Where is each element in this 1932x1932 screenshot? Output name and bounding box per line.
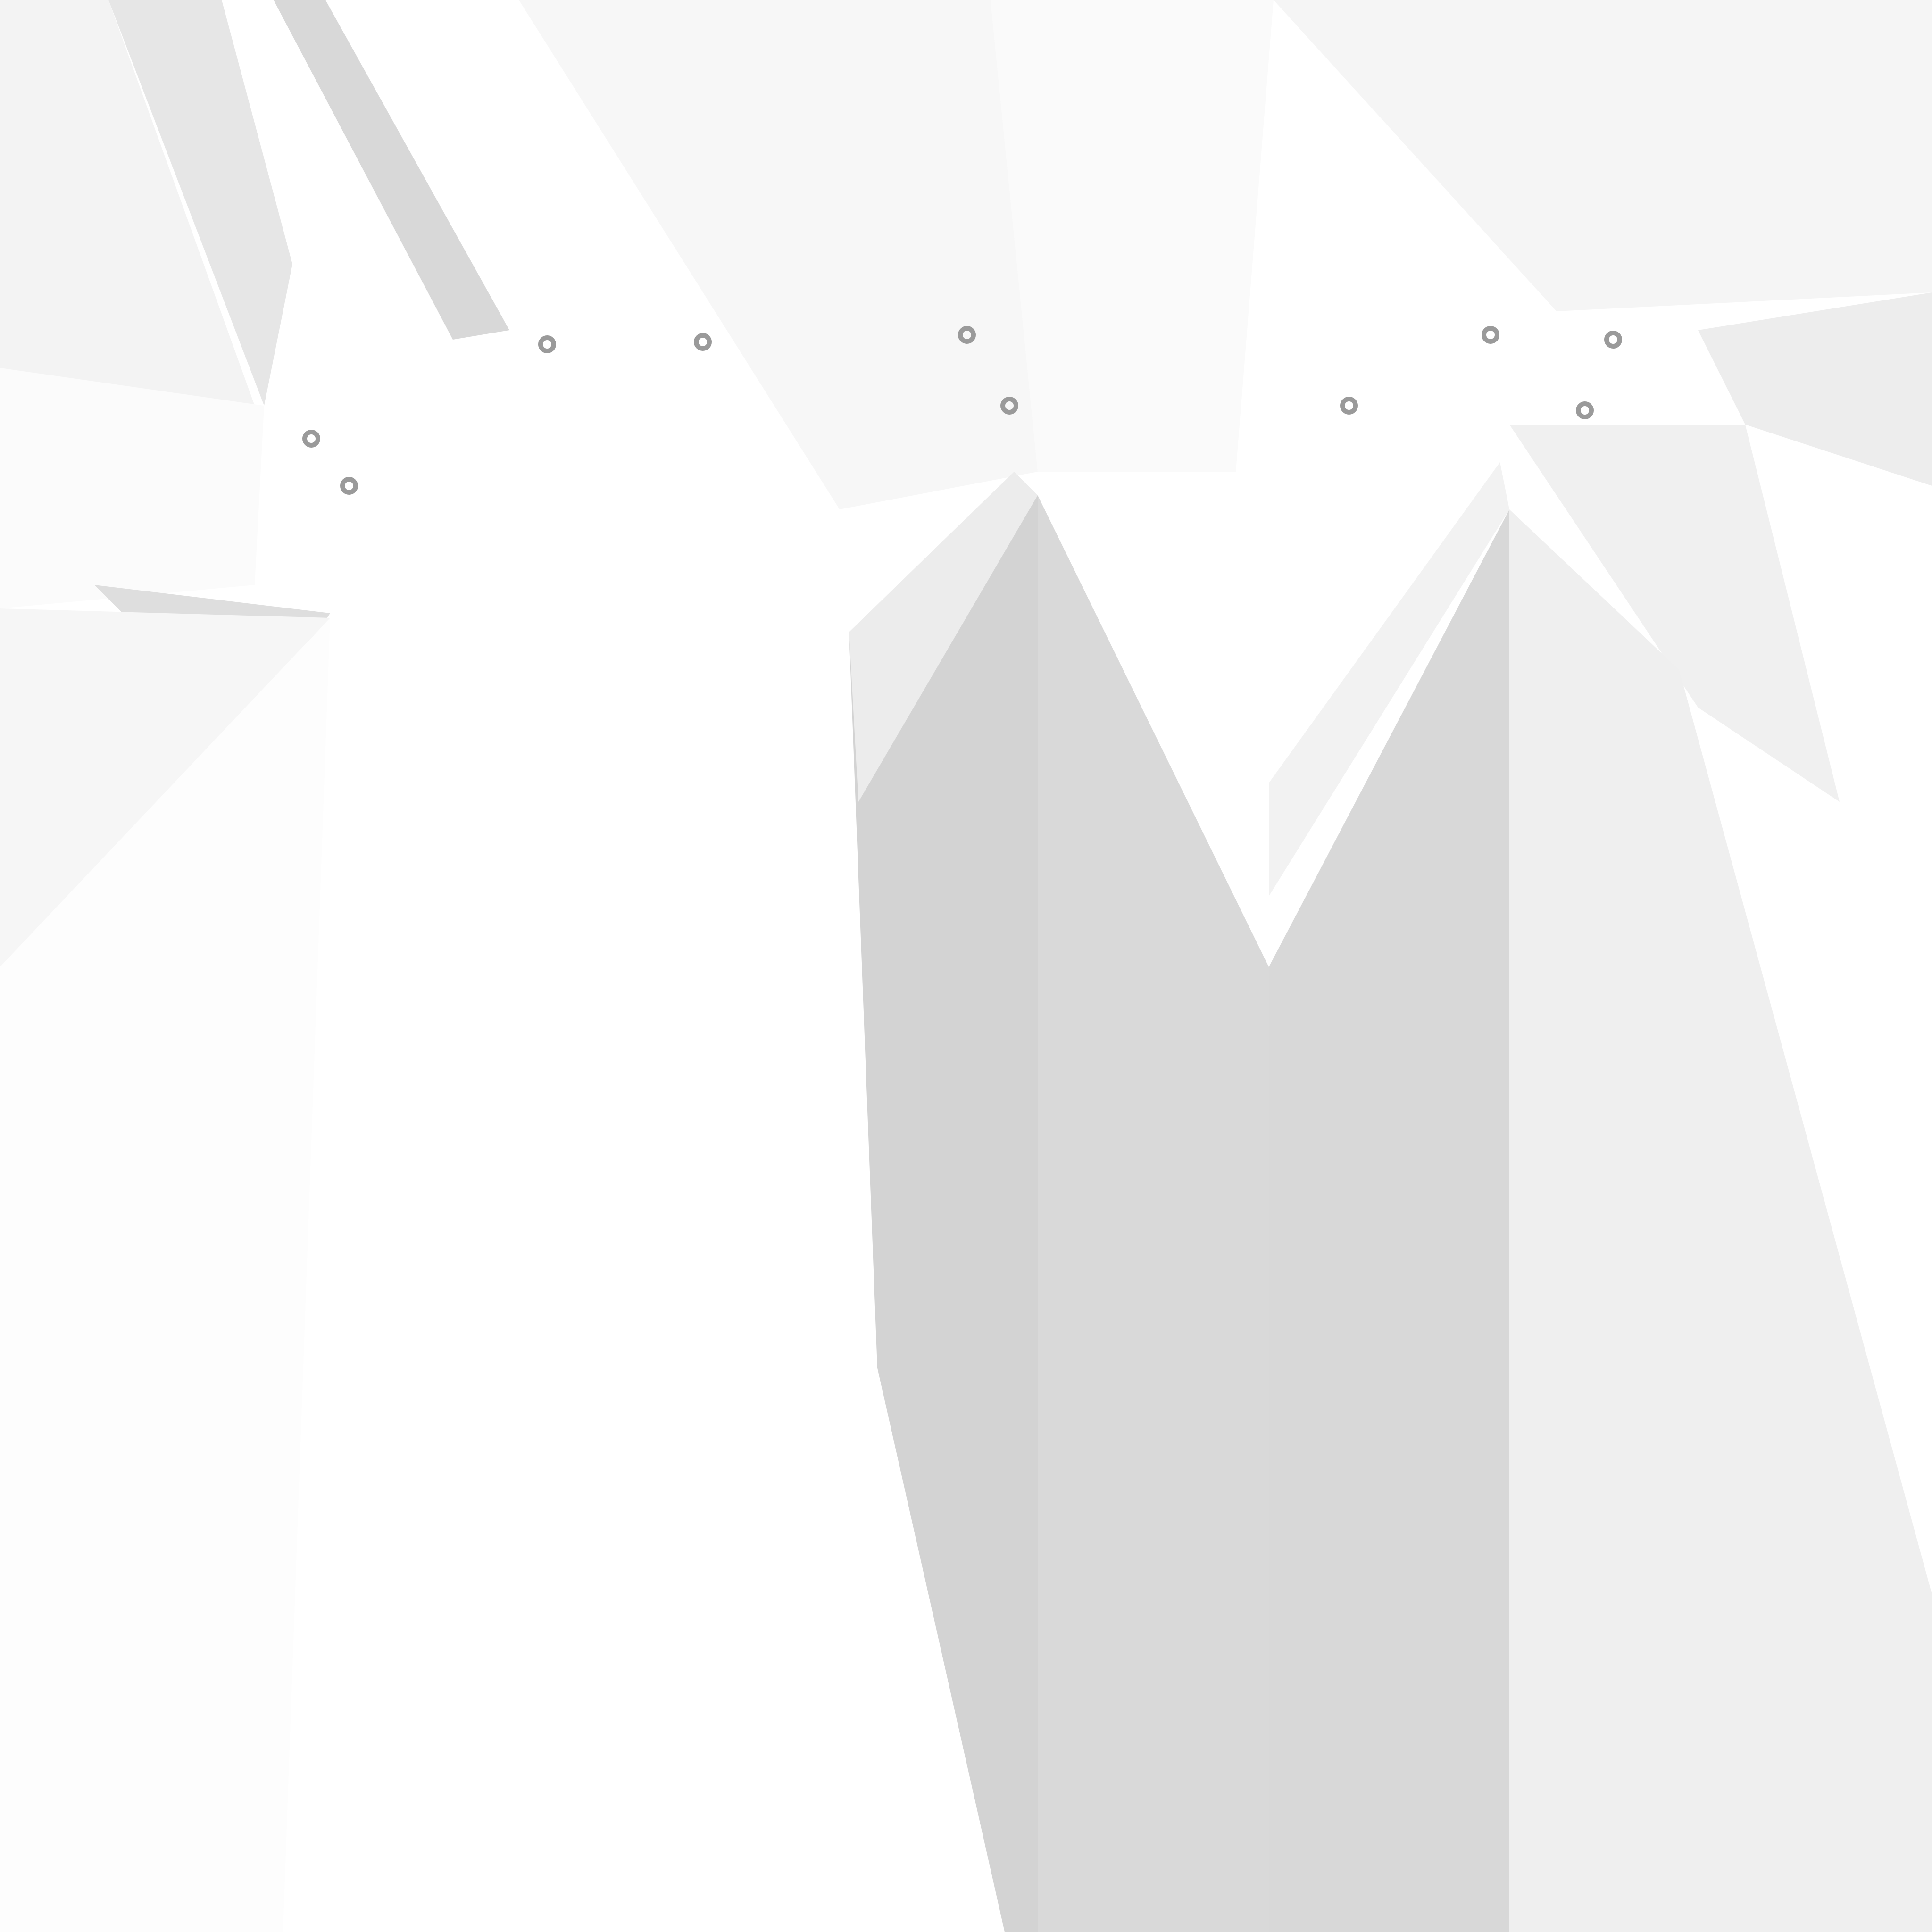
prism-valley-face xyxy=(1269,509,1509,1932)
facet-top-left-shade xyxy=(108,0,292,406)
facet-left-mid xyxy=(283,330,1000,1932)
facet-left-band xyxy=(0,368,264,608)
facet-right-bright xyxy=(1509,425,1840,802)
facet-right-top xyxy=(1274,0,1932,311)
dark-prism xyxy=(849,462,1932,1932)
prism-highlight-right xyxy=(1269,462,1509,896)
prism-highlight-left xyxy=(849,472,1038,802)
prism-right-face xyxy=(1509,509,1932,1932)
facet-mid-upper xyxy=(519,0,1038,509)
facet-top-left-shard xyxy=(274,0,509,340)
sparkle-dot-4 xyxy=(1000,397,1018,415)
sparkle-dot-9 xyxy=(340,477,358,495)
sparkle-dot-2 xyxy=(694,333,712,351)
sparkle-dot-1 xyxy=(538,335,556,353)
facet-top-left xyxy=(0,0,255,406)
facet-right-edge xyxy=(1698,292,1932,486)
facet-center-top xyxy=(991,0,1274,472)
facet-left-lower xyxy=(0,608,330,967)
sparkle-dot-5 xyxy=(1340,397,1358,415)
sparkle-dot-3 xyxy=(958,326,976,344)
prism-center-face xyxy=(1038,495,1269,1932)
sparkle-glyphs xyxy=(302,326,1622,495)
sparkle-dot-7 xyxy=(1604,331,1622,349)
sparkle-dot-8 xyxy=(1576,401,1594,419)
facet-lower-left xyxy=(0,618,330,1932)
prism-left-face xyxy=(849,495,1038,1932)
sparkle-dot-10 xyxy=(302,430,320,448)
sparkle-dot-6 xyxy=(1482,326,1499,344)
